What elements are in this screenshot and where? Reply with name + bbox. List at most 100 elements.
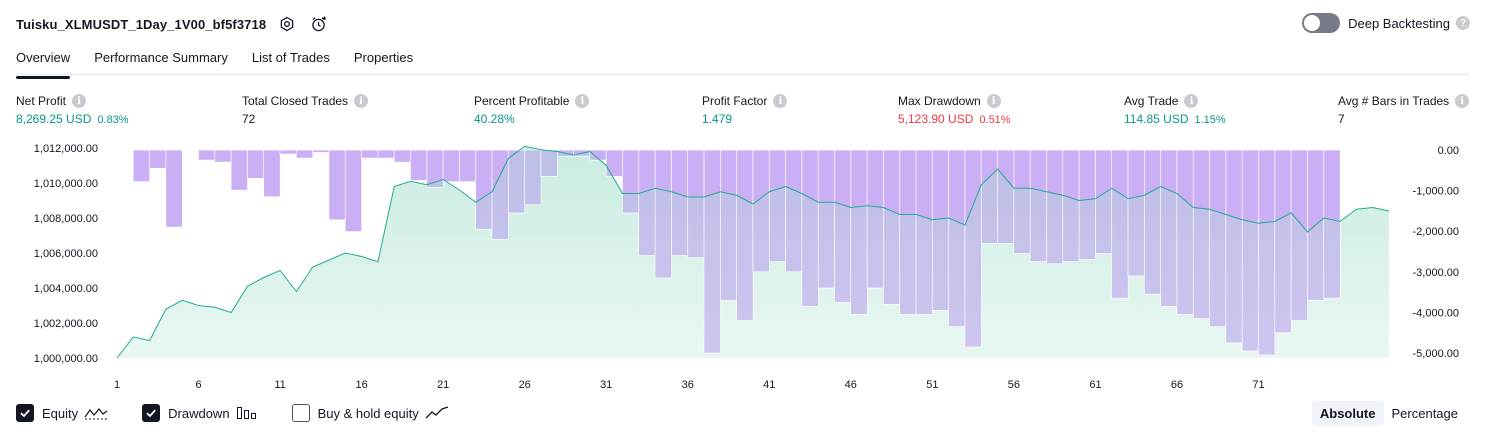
alert-clock-icon[interactable]	[308, 13, 330, 35]
x-axis-tick: 26	[519, 379, 531, 391]
drawdown-bar-overlay	[850, 149, 868, 315]
drawdown-bar-overlay	[1241, 149, 1259, 352]
drawdown-bar-overlay	[214, 149, 232, 163]
drawdown-bar-overlay	[475, 149, 493, 230]
drawdown-bar-overlay	[948, 149, 966, 327]
drawdown-bar-overlay	[1046, 149, 1064, 264]
info-icon[interactable]: i	[575, 94, 590, 108]
x-axis-tick: 41	[763, 379, 775, 391]
drawdown-bar-overlay	[801, 149, 819, 307]
info-icon[interactable]: i	[773, 94, 788, 108]
chart-legend: Equity Drawdown Buy & hold equity	[16, 404, 483, 422]
drawdown-checkbox[interactable]	[142, 404, 161, 422]
tab-performance-summary[interactable]: Performance Summary	[94, 50, 228, 65]
left-axis-tick: 1,010,000.00	[34, 178, 98, 190]
deep-backtesting: Deep Backtesting ?	[1302, 13, 1470, 33]
equity-line-icon	[84, 405, 108, 421]
left-axis: 1,012,000.00 1,010,000.00 1,008,000.00 1,00…	[34, 143, 98, 365]
drawdown-bar-overlay	[442, 149, 460, 182]
drawdown-bar-overlay	[132, 149, 151, 182]
stat-label: Avg Trade	[1124, 94, 1179, 108]
drawdown-bar-overlay	[817, 149, 835, 289]
tab-properties[interactable]: Properties	[353, 50, 414, 65]
drawdown-bar-overlay	[1095, 149, 1113, 254]
info-icon[interactable]: i	[986, 94, 1001, 108]
equity-drawdown-chart[interactable]: 1,012,000.00 1,010,000.00 1,008,000.00 1,00…	[0, 138, 1486, 400]
drawdown-bar-overlay	[752, 149, 770, 273]
drawdown-bar-overlay	[622, 149, 640, 214]
drawdown-bar-overlay	[1176, 149, 1194, 315]
legend-equity[interactable]: Equity	[16, 404, 108, 422]
stat-label: Max Drawdown	[898, 94, 981, 108]
stat-max-drawdown: Max Drawdown i 5,123.90 USD 0.51%	[898, 92, 1011, 128]
x-axis-tick: 71	[1252, 379, 1264, 391]
mode-absolute[interactable]: Absolute	[1311, 401, 1384, 426]
stat-label: Avg # Bars in Trades	[1338, 94, 1450, 108]
right-axis: 0.00 -1,000.00 -2,000.00 -3,000.00 -4,000.00…	[1413, 145, 1459, 360]
x-axis-tick: 51	[926, 379, 938, 391]
drawdown-bar-overlay	[1209, 149, 1227, 327]
drawdown-bar-overlay	[997, 149, 1015, 244]
right-axis-tick: -2,000.00	[1413, 226, 1459, 238]
x-axis-tick: 6	[195, 379, 201, 391]
drawdown-bar-overlay	[230, 149, 248, 191]
toggle-knob	[1304, 15, 1321, 31]
x-axis-tick: 61	[1089, 379, 1101, 391]
stat-total-closed-trades: Total Closed Trades i 72	[242, 92, 369, 128]
deep-backtesting-toggle[interactable]	[1302, 13, 1341, 33]
x-axis-tick: 21	[437, 379, 449, 391]
info-icon[interactable]: i	[1455, 94, 1470, 108]
mode-percentage[interactable]: Percentage	[1391, 406, 1459, 421]
left-axis-tick: 1,002,000.00	[34, 318, 98, 330]
x-axis-tick: 1	[114, 379, 120, 391]
drawdown-bar-overlay	[1078, 149, 1096, 260]
drawdown-bar-overlay	[1062, 149, 1080, 262]
stat-percent-profitable: Percent Profitable i 40.28%	[474, 92, 590, 128]
drawdown-bar-overlay	[768, 149, 787, 262]
info-icon[interactable]: i	[72, 94, 87, 108]
stat-value: 1.479	[702, 112, 733, 126]
info-icon[interactable]: i	[1184, 94, 1199, 108]
strategy-title: Tuisku_XLMUSDT_1Day_1V00_bf5f3718	[16, 16, 267, 32]
x-axis: 1 6 11 16 21 26 31 36 41 46 51 56 61 66 71	[114, 379, 1265, 391]
drawdown-bar-overlay	[1160, 149, 1178, 307]
equity-checkbox[interactable]	[16, 404, 34, 422]
drawdown-bar-overlay	[247, 149, 265, 179]
settings-icon[interactable]	[276, 13, 298, 35]
drawdown-bar-overlay	[198, 149, 216, 161]
x-axis-tick: 16	[355, 379, 367, 391]
drawdown-bar-overlay	[1323, 149, 1341, 299]
x-axis-tick: 46	[845, 379, 857, 391]
stat-label: Net Profit	[16, 94, 67, 108]
drawdown-bar-overlay	[736, 149, 754, 321]
drawdown-bars-icon	[236, 405, 258, 421]
drawdown-bar-overlay	[703, 149, 721, 354]
buy-hold-line-icon	[425, 405, 449, 421]
help-icon[interactable]: ?	[1456, 16, 1470, 30]
stat-label: Total Closed Trades	[242, 94, 349, 108]
legend-buy-hold[interactable]: Buy & hold equity	[291, 404, 449, 422]
x-axis-tick: 36	[682, 379, 694, 391]
drawdown-bar-overlay	[1274, 149, 1292, 333]
tab-overview[interactable]: Overview	[16, 44, 71, 79]
deep-backtesting-label: Deep Backtesting	[1348, 15, 1450, 31]
drawdown-bar-overlay	[980, 149, 999, 244]
stat-percent: 0.51%	[979, 114, 1011, 126]
drawdown-bar-overlay	[1013, 149, 1031, 254]
stat-value: 40.28%	[474, 112, 515, 126]
left-axis-tick: 1,006,000.00	[34, 248, 98, 260]
legend-label: Drawdown	[168, 405, 230, 421]
drawdown-bar-overlay	[507, 149, 526, 214]
drawdown-bar-overlay	[834, 149, 852, 303]
right-axis-tick: -1,000.00	[1413, 186, 1459, 198]
drawdown-bar-overlay	[866, 149, 884, 289]
stat-percent: 0.83%	[97, 114, 129, 126]
left-axis-tick: 1,004,000.00	[34, 283, 98, 295]
buy-hold-checkbox[interactable]	[291, 404, 310, 422]
legend-drawdown[interactable]: Drawdown	[142, 404, 257, 422]
drawdown-bar-overlay	[1143, 149, 1162, 295]
tab-list-of-trades[interactable]: List of Trades	[251, 50, 330, 65]
right-axis-tick: -4,000.00	[1413, 307, 1459, 319]
info-icon[interactable]: i	[354, 94, 369, 108]
stat-avg-trade: Avg Trade i 114.85 USD 1.15%	[1124, 92, 1226, 128]
